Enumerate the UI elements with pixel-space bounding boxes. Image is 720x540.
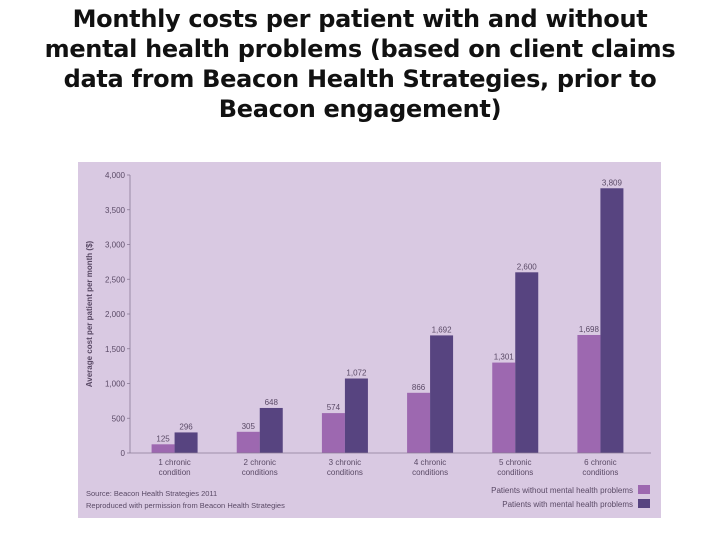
bar-value-label: 648 xyxy=(265,398,279,407)
bar xyxy=(407,392,431,453)
bar xyxy=(151,444,175,453)
legend-label: Patients without mental health problems xyxy=(491,486,633,495)
bar-value-label: 1,301 xyxy=(494,353,515,362)
bar xyxy=(344,378,368,453)
x-tick-label: 6 chronic xyxy=(584,458,616,467)
y-tick-label: 2,000 xyxy=(105,310,126,319)
bar-value-label: 125 xyxy=(156,434,170,443)
bar xyxy=(430,335,454,453)
x-tick-label: conditions xyxy=(327,468,363,477)
x-tick-label: conditions xyxy=(242,468,278,477)
bar xyxy=(515,272,539,453)
bar xyxy=(174,432,198,453)
bar-value-label: 296 xyxy=(179,422,193,431)
legend-swatch xyxy=(638,485,650,494)
x-tick-label: 1 chronic xyxy=(158,458,190,467)
x-tick-label: 5 chronic xyxy=(499,458,531,467)
legend-swatch xyxy=(638,499,650,508)
bar xyxy=(492,362,516,453)
source-note: Source: Beacon Health Strategies 2011 xyxy=(86,489,217,498)
y-axis-label: Average cost per patient per month ($) xyxy=(85,240,94,387)
x-tick-label: conditions xyxy=(497,468,533,477)
legend-label: Patients with mental health problems xyxy=(502,500,633,509)
y-tick-label: 2,500 xyxy=(105,275,126,284)
legend: Patients without mental health problems P… xyxy=(491,485,650,509)
x-tick-label: conditions xyxy=(582,468,618,477)
y-tick-label: 500 xyxy=(112,414,126,423)
bar xyxy=(259,407,283,453)
y-tick-label: 3,500 xyxy=(105,206,126,215)
bar-value-label: 2,600 xyxy=(517,262,538,271)
bar-value-label: 1,072 xyxy=(346,368,367,377)
x-tick-label: 4 chronic xyxy=(414,458,446,467)
bar xyxy=(321,413,345,453)
y-tick-label: 1,000 xyxy=(105,380,126,389)
bar-value-label: 1,698 xyxy=(579,325,600,334)
y-tick-label: 4,000 xyxy=(105,171,126,180)
bar-value-label: 305 xyxy=(242,422,256,431)
x-tick-label: 2 chronic xyxy=(244,458,276,467)
bar-value-label: 1,692 xyxy=(432,325,453,334)
chart-panel: 0 500 1,000 1,500 2,000 2,500 3,000 3,500 4,000 … xyxy=(78,162,661,518)
y-tick-label: 1,500 xyxy=(105,345,126,354)
bar xyxy=(236,431,260,453)
slide-title: Monthly costs per patient with and witho… xyxy=(44,5,676,123)
bar-value-label: 866 xyxy=(412,383,426,392)
bar xyxy=(577,334,601,453)
bar-chart: 05001,0001,5002,0002,5003,0003,5004,000 … xyxy=(85,171,651,510)
bar-value-label: 574 xyxy=(327,403,341,412)
y-axis: 0 500 1,000 1,500 2,000 2,500 3,000 3,500 4,000 xyxy=(105,171,131,458)
bar-value-label: 3,809 xyxy=(602,178,623,187)
y-tick-label: 0 xyxy=(121,449,126,458)
x-tick-label: 3 chronic xyxy=(329,458,361,467)
y-tick-label: 3,000 xyxy=(105,241,126,250)
bar xyxy=(600,188,624,453)
x-tick-label: conditions xyxy=(412,468,448,477)
bars: 125 296 305 648 574 1,072 866 1,692 1,301 2,600 1,… xyxy=(151,178,624,453)
x-tick-label: condition xyxy=(159,468,191,477)
reproduced-note: Reproduced with permission from Beacon H… xyxy=(86,501,285,510)
